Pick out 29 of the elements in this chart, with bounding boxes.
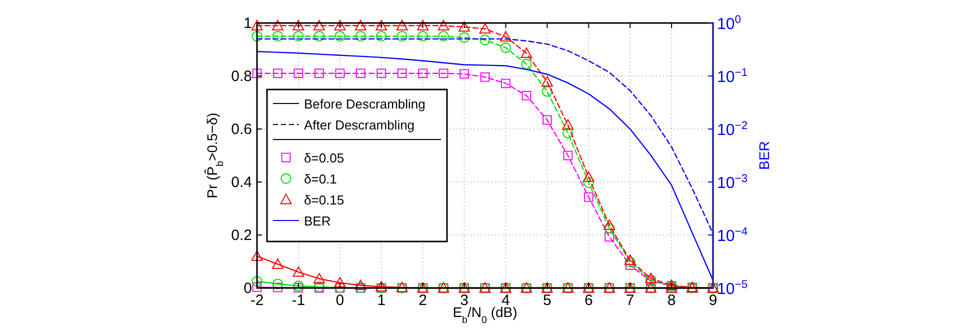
annotation: Before Descrambling xyxy=(304,96,426,112)
x-tick-label: 6 xyxy=(584,292,593,309)
x-tick-label: 7 xyxy=(626,292,634,309)
y2-axis-title: BER xyxy=(756,141,772,170)
y-tick-label: 0 xyxy=(244,280,252,297)
y2-tick-label: 10$^{−4}$ xyxy=(717,226,748,245)
x-tick-label: -2 xyxy=(250,292,264,309)
y-tick-label: 0.2 xyxy=(231,227,252,244)
y-tick-label: 0.8 xyxy=(231,68,252,85)
y2-tick-label: 10$^{−5}$ xyxy=(717,279,748,298)
y-tick-label: 0.6 xyxy=(231,121,252,138)
x-tick-label: 8 xyxy=(667,292,676,309)
x-tick-label: 0 xyxy=(336,292,344,309)
x-tick-label: 5 xyxy=(543,292,552,309)
y-tick-label: 1 xyxy=(244,15,252,32)
y2-tick-label: 10$^{−1}$ xyxy=(717,67,748,86)
y2-tick-label: 10$^{−3}$ xyxy=(717,173,748,192)
x-tick-label: -1 xyxy=(292,292,306,309)
annotation: After Descrambling xyxy=(304,118,415,132)
x-tick-label: 9 xyxy=(708,292,718,309)
x-tick-label: 1 xyxy=(377,292,386,309)
y-tick-label: 0.4 xyxy=(231,174,252,191)
y2-tick-label: 10$^{−2}$ xyxy=(717,120,748,139)
y2-tick-label: 10$^{0}$ xyxy=(717,14,742,33)
legend-label: δ=0.1 xyxy=(304,172,337,186)
legend-label: δ=0.05 xyxy=(304,150,344,166)
x-tick-label: 2 xyxy=(418,292,427,309)
legend-label: BER xyxy=(304,214,331,228)
legend-label: δ=0.15 xyxy=(304,192,344,208)
